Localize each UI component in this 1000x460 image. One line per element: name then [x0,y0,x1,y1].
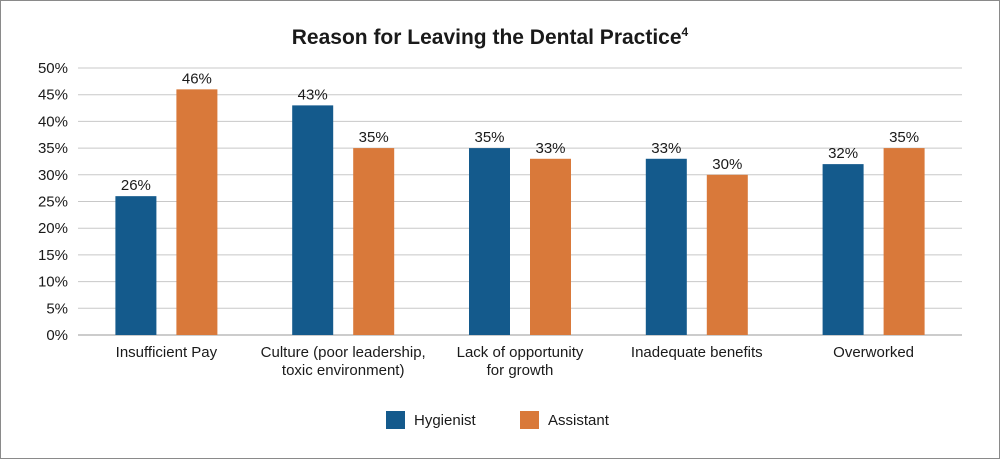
data-label: 35% [889,129,919,146]
bar-hygienist [115,196,157,335]
y-axis-ticks: 0% 5% 10% 15% 20% 25% 30% 35% 40% 45% 50% [38,60,68,344]
y-tick-label: 35% [38,140,68,157]
y-tick-label: 20% [38,220,68,237]
y-tick-label: 5% [46,300,68,317]
data-label: 43% [298,86,328,103]
bar-assistant [530,158,571,335]
category-label: Culture (poor leadership, toxic environme… [261,344,426,379]
chart-title-text: Reason for Leaving the Dental Practice [292,26,682,49]
legend-swatch-assistant [520,411,539,429]
legend-label-hygienist: Hygienist [414,412,477,429]
data-label: 35% [359,129,389,146]
category-label: Insufficient Pay [116,344,218,361]
bar-hygienist [645,158,687,335]
y-tick-label: 40% [38,113,68,130]
y-tick-label: 15% [38,247,68,264]
data-label: 35% [474,129,504,146]
category-label: Overworked [833,344,914,361]
data-label: 33% [651,140,681,157]
data-label: 32% [828,145,858,162]
y-tick-label: 45% [38,87,68,104]
bar-assistant [706,174,748,335]
chart-title: Reason for Leaving the Dental Practice4 [292,25,689,49]
gridlines [78,67,962,336]
category-label: Lack of opportunity for growth [457,344,584,379]
bar-hygienist [469,148,510,335]
bar-assistant [176,89,218,335]
y-tick-label: 10% [38,274,68,291]
y-tick-label: 0% [46,327,68,344]
bar-hygienist [822,164,864,335]
data-label: 30% [712,156,742,173]
legend-label-assistant: Assistant [548,412,610,429]
legend-swatch-hygienist [386,411,405,429]
bar-assistant [353,148,395,335]
y-tick-label: 30% [38,167,68,184]
data-label: 26% [121,177,151,194]
data-labels: 26% 46% 43% 35% 35% 33% 33% 30% 32% 35% [121,70,919,194]
bar-hygienist [292,105,334,335]
y-tick-label: 50% [38,60,68,77]
data-label: 33% [535,140,565,157]
bar-assistant [883,148,925,335]
data-label: 46% [182,70,212,87]
bars [115,89,925,335]
y-tick-label: 25% [38,194,68,211]
category-labels: Insufficient Pay Culture (poor leadership… [116,344,914,379]
legend: Hygienist Assistant [386,411,610,429]
chart-title-superscript: 4 [682,25,689,39]
category-label: Inadequate benefits [631,344,763,361]
